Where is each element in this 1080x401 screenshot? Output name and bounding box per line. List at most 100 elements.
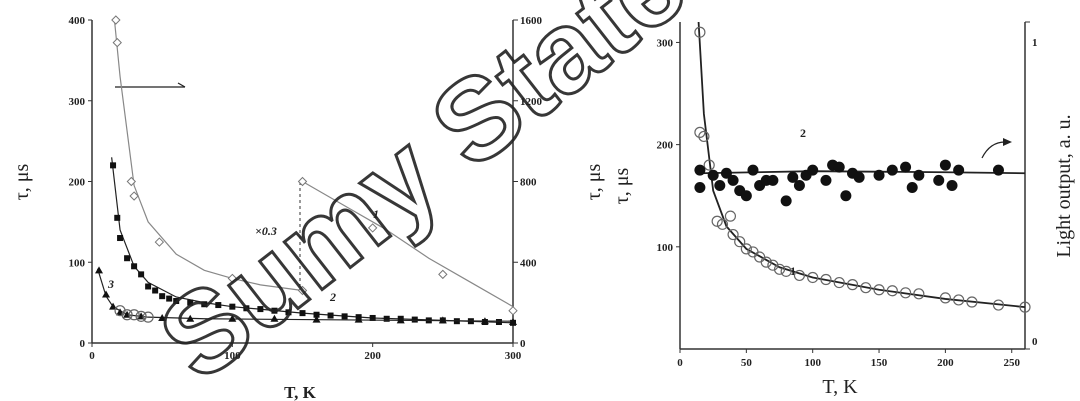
right-point-series-0 [860,282,872,294]
right-point-series-0 [760,256,772,268]
left-point-series-2 [257,306,264,313]
left-ylabel: τ, μs [11,164,33,201]
left-point-series-2 [285,309,292,316]
right-arrow-head [1003,138,1012,146]
left-point-series-0 [297,285,308,296]
left-point-series-3 [312,315,321,323]
right-chart: 0 50 100 150 200 250 100 200 300 0 1 τ, μs Light o… [611,21,1075,398]
right-x-tick-label: 100 [804,357,821,369]
right-point-series-1 [740,190,752,202]
right-point-series-0 [698,130,710,143]
right-ticks: 0 50 100 150 200 250 100 200 300 0 1 [657,21,1038,369]
left-point-series-2 [145,283,152,290]
left-right-tick-label: 0 [520,338,526,350]
right-x-tick-label: 0 [677,357,683,369]
left-point-series-2 [383,315,390,322]
right-point-series-1 [933,174,945,186]
right-ylabel: τ, μs [611,168,633,205]
right-point-series-1 [707,169,719,181]
left-point-series-3 [438,316,447,324]
right-point-series-0 [913,288,925,300]
left-point-series-3 [102,290,111,298]
right-plot-area [694,21,1031,313]
right-point-series-0 [953,294,965,306]
left-point-series-3 [228,314,237,322]
left-point-series-4 [135,310,147,322]
left-point-series-2 [215,302,222,309]
left-point-series-2 [271,307,278,314]
left-y-tick-label: 200 [69,177,86,189]
right-arrow [981,141,1006,159]
left-point-series-1 [297,176,308,187]
right-point-series-1 [873,169,885,181]
right-point-series-0 [873,284,885,296]
left-point-series-4 [142,311,154,323]
left-point-series-3 [354,315,363,323]
right-point-series-1 [747,164,759,176]
right-point-series-0 [992,299,1005,311]
right-point-series-0 [703,159,715,171]
left-point-series-2 [187,299,194,306]
left-point-series-3 [109,302,118,310]
left-point-series-1 [367,223,378,233]
left-xlabel: T, K [284,383,317,401]
left-point-series-0 [154,237,165,247]
left-annotation-2: 2 [329,290,336,304]
left-point-series-3 [509,318,517,326]
left-point-series-2 [166,295,173,302]
right-point-series-1 [906,182,918,194]
left-point-series-0 [129,191,139,201]
left-annotation-scale: ×0.3 [255,224,277,238]
right-point-series-0 [734,236,746,248]
left-point-series-3 [480,317,489,325]
right-point-series-1 [939,159,951,171]
left-point-series-0 [112,37,122,48]
left-right-tick-label: 400 [520,257,537,269]
right-point-series-1 [913,169,925,181]
left-point-series-2 [341,313,348,320]
right-point-series-0 [833,276,845,289]
left-point-series-2 [131,263,138,270]
left-point-series-2 [201,301,208,308]
right-point-series-1 [720,167,732,179]
left-fit-line-1 [302,180,514,308]
left-fit-line-0 [113,19,303,292]
right-point-series-0 [899,287,912,299]
right-right-tick-label: 1 [1032,37,1038,49]
left-point-series-2 [110,162,117,169]
right-point-series-0 [724,210,737,222]
right-point-series-0 [939,292,951,304]
left-point-series-2 [243,305,250,312]
left-right-tick-label: 1200 [520,96,543,108]
right-point-series-0 [820,273,832,286]
right-xlabel: T, K [822,376,858,398]
right-point-series-0 [694,126,706,138]
right-point-series-1 [714,180,726,191]
right-point-series-1 [727,174,739,186]
left-point-series-2 [117,235,124,242]
left-arrow-head [177,82,186,88]
right-point-series-1 [992,164,1004,176]
left-y-tick-label: 300 [69,96,86,108]
left-point-series-0 [126,176,137,187]
right-point-series-1 [900,161,912,173]
left-point-series-4 [121,309,133,321]
left-point-series-2 [159,293,166,300]
left-fit-line-3 [97,268,514,322]
right-point-series-1 [853,171,865,183]
right-point-series-0 [716,218,729,230]
left-point-series-1 [508,305,518,316]
right-point-series-1 [780,195,792,207]
left-ylabel-right: τ, μs [583,164,605,201]
right-y-tick-label: 200 [657,140,674,152]
left-point-series-3 [270,314,279,322]
right-x-tick-label: 250 [1003,357,1020,369]
right-point-series-0 [793,269,806,282]
right-point-series-0 [727,228,739,241]
right-point-series-1 [793,180,805,191]
right-x-tick-label: 50 [741,357,753,369]
right-point-series-1 [833,161,845,173]
left-point-series-2 [114,214,121,221]
left-x-tick-label: 300 [505,350,522,362]
left-point-series-2 [173,298,180,305]
